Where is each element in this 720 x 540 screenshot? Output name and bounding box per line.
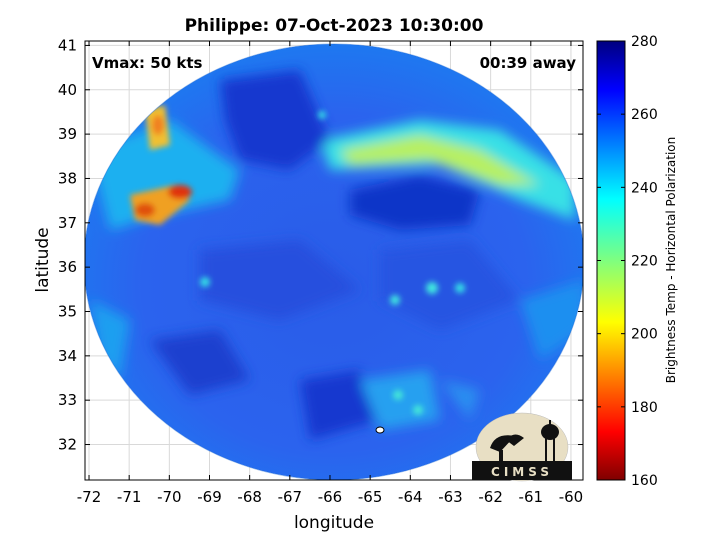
- vmax-label: Vmax: 50 kts: [92, 54, 202, 72]
- y-axis-label: latitude: [33, 227, 53, 292]
- x-tick-label: -65: [358, 488, 383, 506]
- colorbar-tick-label: 240: [631, 180, 658, 196]
- y-tick-label: 33: [58, 391, 77, 409]
- x-tick-label: -66: [318, 488, 343, 506]
- x-tick-label: -63: [438, 488, 463, 506]
- x-tick-label: -69: [197, 488, 222, 506]
- y-tick-labels: 32 33 34 35 36 37 38 39 40 41: [58, 36, 77, 453]
- colorbar-ticks: 160 180 200 220 240 260 280: [597, 34, 658, 489]
- x-tick-label: -62: [478, 488, 503, 506]
- x-tick-label: -64: [398, 488, 423, 506]
- colorbar-tick-label: 260: [631, 107, 658, 123]
- x-tick-label: -71: [117, 488, 142, 506]
- y-tick-label: 37: [58, 214, 77, 232]
- colorbar-tick-label: 200: [631, 327, 658, 343]
- x-tick-label: -60: [559, 488, 584, 506]
- colorbar-gradient: [596, 40, 626, 481]
- x-tick-label: -72: [77, 488, 102, 506]
- colorbar-tick-label: 180: [631, 400, 658, 416]
- y-tick-label: 36: [58, 258, 77, 276]
- axes-frame: [84, 40, 584, 481]
- x-axis-label: longitude: [294, 513, 374, 533]
- colorbar-label: Brightness Temp - Horizontal Polarizatio…: [664, 137, 678, 384]
- y-tick-label: 39: [58, 125, 77, 143]
- x-tick-label: -68: [237, 488, 262, 506]
- cimss-logo: CIMSS: [472, 412, 572, 482]
- x-tick-label: -70: [157, 488, 182, 506]
- x-tick-label: -67: [278, 488, 303, 506]
- colorbar-tick-label: 160: [631, 473, 658, 489]
- brightness-temp-swath: [85, 43, 583, 480]
- colorbar-tick-label: 220: [631, 254, 658, 270]
- time-away-label: 00:39 away: [480, 54, 577, 72]
- y-tick-label: 41: [58, 36, 77, 54]
- y-tick-label: 34: [58, 347, 77, 365]
- colorbar: 160 180 200 220 240 260 280 Brightness Temp - …: [596, 34, 678, 489]
- colorbar-tick-label: 280: [631, 34, 658, 50]
- y-tick-label: 35: [58, 302, 77, 320]
- cimss-logo-text: CIMSS: [491, 465, 553, 479]
- x-tick-label: -61: [519, 488, 544, 506]
- y-tick-label: 40: [58, 81, 77, 99]
- x-tick-labels: -72 -71 -70 -69 -68 -67 -66 -65 -64 -63 -62 -61 -60: [77, 488, 583, 506]
- chart-title: Philippe: 07-Oct-2023 10:30:00: [185, 16, 484, 36]
- y-tick-label: 32: [58, 436, 77, 454]
- y-tick-label: 38: [58, 169, 77, 187]
